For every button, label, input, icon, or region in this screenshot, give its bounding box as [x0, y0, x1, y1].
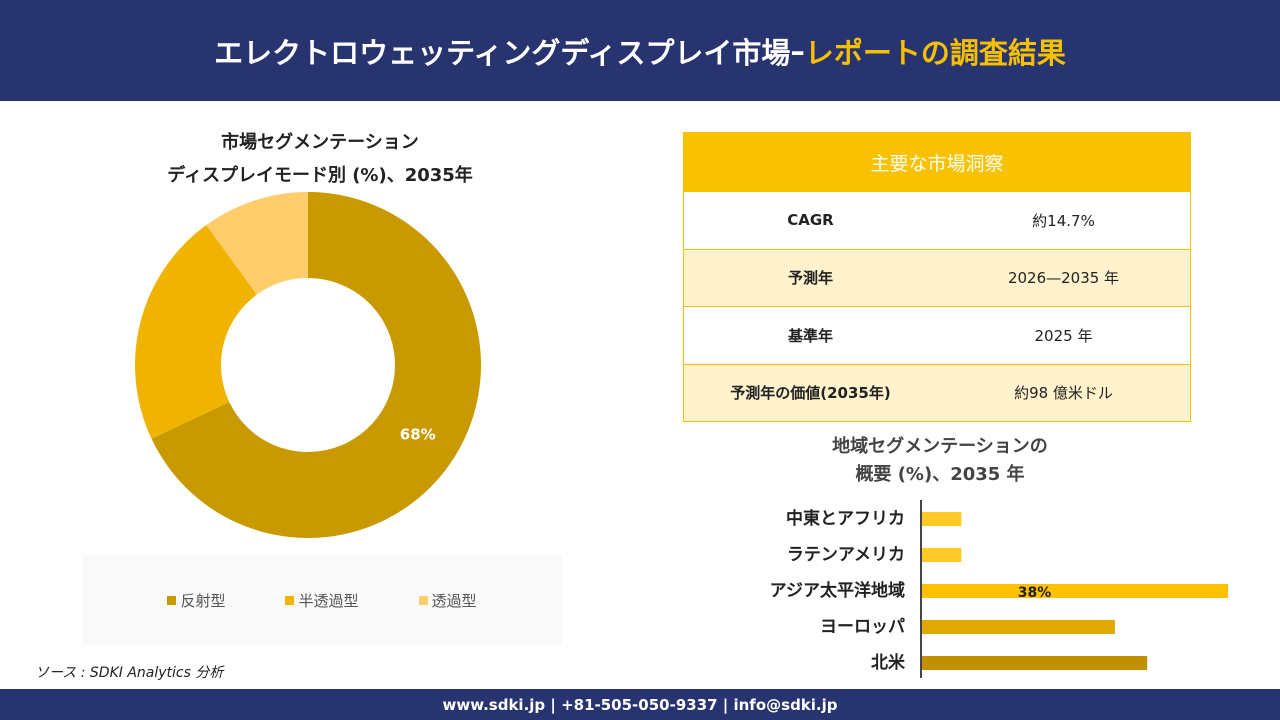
bar-category-label: ヨーロッパ: [820, 617, 905, 637]
bar-title-line2: 概要 (%)、2035 年: [855, 464, 1025, 485]
insights-title: 主要な市場洞察: [684, 133, 1190, 191]
bar-category-label: 中東とアフリカ: [786, 508, 905, 529]
insight-label: CAGR: [787, 211, 834, 230]
legend-label: 透過型: [431, 591, 477, 610]
bar-value-label: 38%: [1018, 585, 1052, 601]
donut-title-line2: ディスプレイモード別 (%)、2035年: [167, 165, 473, 186]
bar-category-label: 北米: [871, 652, 906, 673]
insight-row: 予測年の価値(2035年) 約98 億米ドル: [684, 363, 1190, 421]
bar: [921, 656, 1148, 670]
bar: [921, 620, 1115, 634]
legend-swatch: [285, 595, 295, 605]
legend-item: 半透過型: [285, 590, 359, 611]
insight-row: CAGR 約14.7%: [684, 191, 1190, 249]
insight-row: 基準年 2025 年: [684, 306, 1190, 364]
insight-value: 2025 年: [1034, 326, 1093, 345]
title-accent: レポートの調査結果: [804, 35, 1066, 70]
bar-category-label: アジア太平洋地域: [770, 580, 905, 601]
donut-legend: 反射型 半透過型 透過型: [82, 555, 562, 645]
donut-label: 68%: [400, 426, 436, 444]
donut-slice-1: [135, 225, 257, 439]
donut-title-line1: 市場セグメンテーション: [221, 132, 419, 153]
legend-swatch: [167, 595, 177, 605]
source-note: ソース : SDKI Analytics 分析: [35, 665, 224, 681]
footer-contact: www.sdki.jp | +81-505-050-9337 | info@sd…: [0, 689, 1280, 720]
legend-swatch: [418, 595, 428, 605]
insight-label: 基準年: [787, 326, 833, 345]
donut-slice-0: [151, 192, 482, 538]
insight-value: 2026—2035 年: [1007, 269, 1120, 288]
insight-value: 約14.7%: [1032, 211, 1095, 230]
insight-label: 予測年: [787, 269, 833, 288]
bar: [921, 548, 962, 562]
legend-label: 反射型: [180, 591, 226, 610]
bar-category-label: ラテンアメリカ: [787, 545, 905, 565]
bar-chart-title: 地域セグメンテーションの 概要 (%)、2035 年: [770, 433, 1110, 489]
donut-chart: 68%: [135, 192, 482, 538]
insight-label: 予測年の価値(2035年): [730, 384, 891, 403]
insight-row: 予測年 2026—2035 年: [684, 248, 1190, 306]
insight-value: 約98 億米ドル: [1014, 384, 1113, 403]
header-banner: エレクトロウェッティングディスプレイ市場 – レポートの調査結果: [0, 0, 1280, 101]
bar-title-line1: 地域セグメンテーションの: [832, 436, 1048, 457]
legend-item: 透過型: [418, 590, 477, 611]
bar: [921, 584, 1228, 598]
insights-table: 主要な市場洞察 CAGR 約14.7% 予測年 2026—2035 年基準年 2025 …: [683, 132, 1191, 422]
donut-slice-2: [206, 192, 308, 295]
title-main: エレクトロウェッティングディスプレイ市場: [214, 35, 791, 70]
donut-chart-title: 市場セグメンテーション ディスプレイモード別 (%)、2035年: [120, 126, 520, 192]
title-sep: –: [790, 33, 805, 68]
bar: [921, 512, 962, 526]
legend-item: 反射型: [167, 590, 225, 611]
legend-label: 半透過型: [298, 591, 359, 610]
